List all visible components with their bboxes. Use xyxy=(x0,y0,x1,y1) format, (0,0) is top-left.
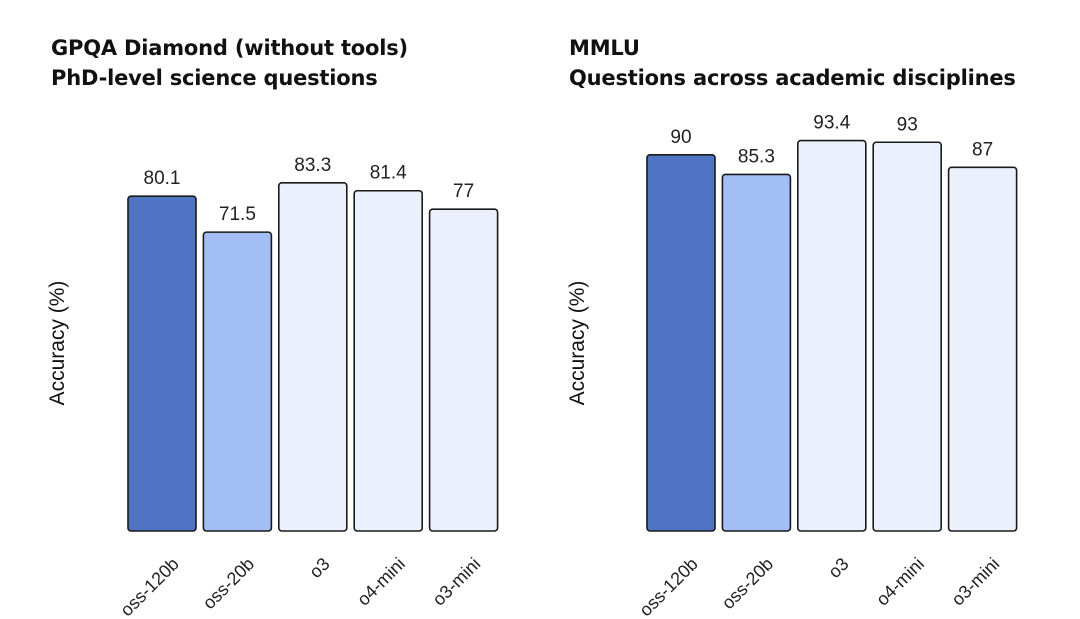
bar-o3 xyxy=(796,139,867,532)
bar-o3-mini xyxy=(428,208,499,532)
x-tick-label: o4-mini xyxy=(353,554,409,610)
chart-title: MMLU xyxy=(569,36,640,60)
data-label: 80.1 xyxy=(144,168,181,189)
y-axis-label: Accuracy (%) xyxy=(46,281,69,406)
x-tick-label: o3-mini xyxy=(429,554,485,610)
bar-gpt-oss-20b xyxy=(202,231,273,532)
bar-o3 xyxy=(277,182,348,532)
chart-gpqa-panel: GPQA Diamond (without tools) PhD-level s… xyxy=(46,36,499,619)
chart-subtitle: Questions across academic disciplines xyxy=(569,66,1016,90)
x-tick-label: oss-120b xyxy=(635,554,702,619)
bar-gpt-oss-120b xyxy=(646,154,716,532)
x-tick-label: o4-mini xyxy=(872,554,928,610)
bar-o4-mini xyxy=(353,189,424,532)
x-tick-label: o3 xyxy=(305,554,333,582)
bar-gpt-oss-120b xyxy=(127,195,197,532)
data-label: 77 xyxy=(453,181,474,202)
data-label: 71.5 xyxy=(219,204,256,225)
chart-gpqa-plot: Accuracy (%) 80.1 oss-120b 71.5 oss-20b 83.3 o… xyxy=(46,155,499,619)
chart-mmlu-plot: Accuracy (%) 90 oss-120b 85.3 oss-20b 93.4 o3 9… xyxy=(566,113,1018,619)
data-label: 81.4 xyxy=(370,163,407,184)
chart-title: GPQA Diamond (without tools) xyxy=(51,36,408,60)
data-label: 93.4 xyxy=(813,113,850,134)
x-tick-label: oss-120b xyxy=(116,554,183,619)
x-tick-label: oss-20b xyxy=(718,554,777,613)
x-tick-label: o3-mini xyxy=(948,554,1004,610)
x-tick-label: o3 xyxy=(824,554,852,582)
data-label: 87 xyxy=(972,139,993,160)
bar-gpt-oss-20b xyxy=(721,173,792,532)
x-tick-label: oss-20b xyxy=(199,554,258,613)
chart-mmlu-panel: MMLU Questions across academic disciplin… xyxy=(540,0,1080,619)
data-label: 85.3 xyxy=(738,146,775,167)
chart-subtitle: PhD-level science questions xyxy=(51,66,378,90)
data-label: 83.3 xyxy=(294,155,331,176)
data-label: 93 xyxy=(897,114,918,135)
bar-o4-mini xyxy=(872,141,943,532)
bar-o3-mini xyxy=(947,166,1018,532)
data-label: 90 xyxy=(670,127,691,148)
y-axis-label: Accuracy (%) xyxy=(566,281,589,406)
